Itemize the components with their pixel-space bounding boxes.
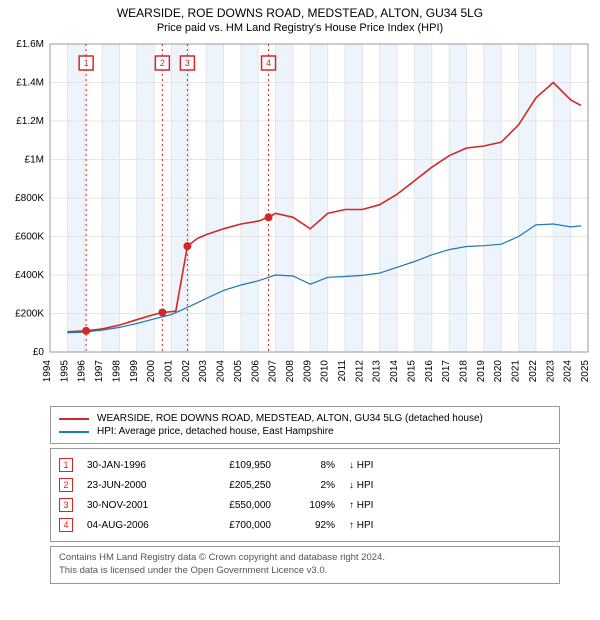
sales-table: 1 30-JAN-1996 £109,950 8% ↓ HPI 2 23-JUN-2000 £… xyxy=(50,448,560,542)
x-axis-label: 2015 xyxy=(406,360,417,383)
sale-marker-number: 2 xyxy=(160,58,165,68)
sale-marker-number: 1 xyxy=(84,58,89,68)
sale-delta: 92% xyxy=(285,520,335,531)
x-axis-label: 1996 xyxy=(77,360,88,383)
sale-row: 4 04-AUG-2006 £700,000 92% ↑ HPI xyxy=(59,515,551,535)
sale-row: 3 30-NOV-2001 £550,000 109% ↑ HPI xyxy=(59,495,551,515)
chart-subtitle: Price paid vs. HM Land Registry's House … xyxy=(0,20,600,38)
attribution-line1: Contains HM Land Registry data © Crown c… xyxy=(59,552,551,565)
sale-marker-dot xyxy=(183,242,191,250)
sale-row: 2 23-JUN-2000 £205,250 2% ↓ HPI xyxy=(59,475,551,495)
x-axis-label: 2012 xyxy=(354,360,365,383)
x-axis-label: 1994 xyxy=(42,360,53,383)
x-axis-label: 2007 xyxy=(268,360,279,383)
x-axis-label: 2004 xyxy=(216,360,227,383)
legend-label: HPI: Average price, detached house, East… xyxy=(97,426,334,437)
sale-badge: 3 xyxy=(59,498,73,512)
sale-price: £109,950 xyxy=(201,460,271,471)
y-axis-label: £1.2M xyxy=(16,116,44,127)
page-root: WEARSIDE, ROE DOWNS ROAD, MEDSTEAD, ALTO… xyxy=(0,0,600,620)
x-axis-label: 2016 xyxy=(424,360,435,383)
y-axis-label: £1.6M xyxy=(16,39,44,50)
x-axis-label: 2020 xyxy=(493,360,504,383)
x-axis-label: 2017 xyxy=(441,360,452,383)
x-axis-label: 2008 xyxy=(285,360,296,383)
legend-label: WEARSIDE, ROE DOWNS ROAD, MEDSTEAD, ALTO… xyxy=(97,413,483,424)
y-axis-label: £0 xyxy=(33,347,45,358)
legend-row: WEARSIDE, ROE DOWNS ROAD, MEDSTEAD, ALTO… xyxy=(59,412,551,425)
x-axis-label: 1999 xyxy=(129,360,140,383)
legend-swatch xyxy=(59,418,89,420)
x-axis-label: 2006 xyxy=(250,360,261,383)
sale-arrow: ↑ HPI xyxy=(349,500,373,511)
x-axis-label: 2021 xyxy=(511,360,522,383)
x-axis-label: 1995 xyxy=(59,360,70,383)
sale-date: 23-JUN-2000 xyxy=(87,480,187,491)
x-axis-label: 2024 xyxy=(563,360,574,383)
x-axis-label: 2025 xyxy=(580,360,591,383)
x-axis-label: 2018 xyxy=(459,360,470,383)
x-axis-label: 2013 xyxy=(372,360,383,383)
x-axis-label: 2001 xyxy=(163,360,174,383)
x-axis-label: 2023 xyxy=(545,360,556,383)
legend-row: HPI: Average price, detached house, East… xyxy=(59,425,551,438)
legend: WEARSIDE, ROE DOWNS ROAD, MEDSTEAD, ALTO… xyxy=(50,406,560,444)
sale-price: £550,000 xyxy=(201,500,271,511)
sale-delta: 2% xyxy=(285,480,335,491)
y-axis-label: £600K xyxy=(15,232,44,243)
x-axis-label: 2022 xyxy=(528,360,539,383)
sale-arrow: ↑ HPI xyxy=(349,520,373,531)
y-axis-label: £1M xyxy=(25,155,44,166)
x-axis-label: 2009 xyxy=(302,360,313,383)
sale-badge: 2 xyxy=(59,478,73,492)
sale-price: £205,250 xyxy=(201,480,271,491)
sale-arrow: ↓ HPI xyxy=(349,480,373,491)
sale-badge: 4 xyxy=(59,518,73,532)
sale-marker-dot xyxy=(158,308,166,316)
sale-date: 30-NOV-2001 xyxy=(87,500,187,511)
legend-swatch xyxy=(59,431,89,433)
chart-svg: £0 £200K £400K £600K £800K £1M £1.2M £1.4M £1.6M… xyxy=(0,38,600,398)
attribution: Contains HM Land Registry data © Crown c… xyxy=(50,546,560,584)
x-axis-label: 2002 xyxy=(181,360,192,383)
sale-marker-dot xyxy=(265,213,273,221)
x-axis-label: 2000 xyxy=(146,360,157,383)
x-axis-label: 2011 xyxy=(337,360,348,382)
y-axis-label: £200K xyxy=(15,309,44,320)
sale-date: 04-AUG-2006 xyxy=(87,520,187,531)
chart-area: £0 £200K £400K £600K £800K £1M £1.2M £1.4M £1.6M… xyxy=(0,38,600,398)
sale-price: £700,000 xyxy=(201,520,271,531)
chart-title: WEARSIDE, ROE DOWNS ROAD, MEDSTEAD, ALTO… xyxy=(0,0,600,20)
x-axis-label: 2003 xyxy=(198,360,209,383)
x-axis-label: 2014 xyxy=(389,360,400,383)
sale-badge: 1 xyxy=(59,458,73,472)
sale-marker-number: 4 xyxy=(266,58,271,68)
x-axis-label: 2005 xyxy=(233,360,244,383)
x-axis-label: 2010 xyxy=(320,360,331,383)
sale-date: 30-JAN-1996 xyxy=(87,460,187,471)
y-axis-label: £400K xyxy=(15,270,44,281)
sale-delta: 8% xyxy=(285,460,335,471)
sale-marker-number: 3 xyxy=(185,58,190,68)
y-axis-label: £800K xyxy=(15,193,44,204)
sale-arrow: ↓ HPI xyxy=(349,460,373,471)
sale-delta: 109% xyxy=(285,500,335,511)
x-axis-label: 1998 xyxy=(111,360,122,383)
attribution-line2: This data is licensed under the Open Gov… xyxy=(59,565,551,578)
y-axis-label: £1.4M xyxy=(16,78,44,89)
sale-row: 1 30-JAN-1996 £109,950 8% ↓ HPI xyxy=(59,455,551,475)
x-axis-label: 1997 xyxy=(94,360,105,383)
sale-marker-dot xyxy=(82,327,90,335)
x-axis-label: 2019 xyxy=(476,360,487,383)
